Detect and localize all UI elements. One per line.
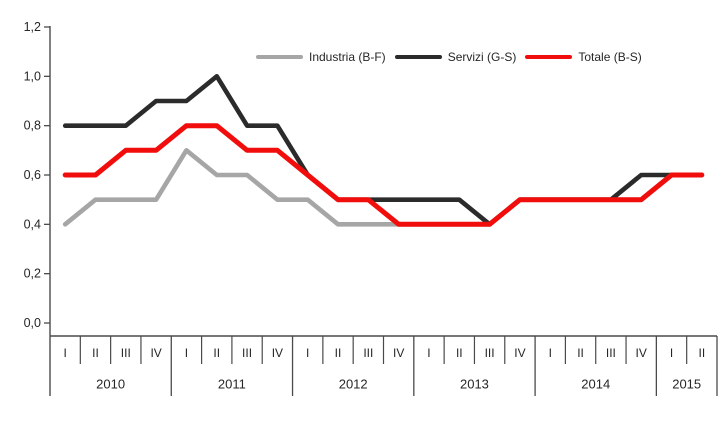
legend-label-industria: Industria (B-F) xyxy=(309,50,386,64)
quarter-label: III xyxy=(121,346,131,360)
legend-label-servizi: Servizi (G-S) xyxy=(447,50,517,64)
y-axis-tick-label: 0,8 xyxy=(24,119,41,133)
quarter-label: I xyxy=(63,346,66,360)
quarter-label: II xyxy=(335,346,342,360)
year-label: 2012 xyxy=(339,377,368,392)
legend-swatch-servizi-icon xyxy=(394,54,442,60)
y-axis-tick-label: 1,0 xyxy=(24,69,41,83)
legend-swatch-totale-icon xyxy=(525,54,573,60)
year-label: 2010 xyxy=(96,377,125,392)
legend-item-servizi: Servizi (G-S) xyxy=(394,50,517,64)
quarter-label: IV xyxy=(636,346,647,360)
legend-item-industria: Industria (B-F) xyxy=(256,50,386,64)
quarter-label: II xyxy=(699,346,706,360)
quarter-label: III xyxy=(242,346,252,360)
y-axis-tick-label: 0,6 xyxy=(24,168,41,182)
quarter-label: II xyxy=(456,346,463,360)
quarter-label: III xyxy=(363,346,373,360)
quarter-label: III xyxy=(485,346,495,360)
series-line-totale-b-s xyxy=(62,123,705,227)
legend-item-totale: Totale (B-S) xyxy=(525,50,642,64)
quarter-label: II xyxy=(213,346,220,360)
year-label: 2013 xyxy=(460,377,489,392)
year-label: 2015 xyxy=(672,377,701,392)
quarter-label: I xyxy=(427,346,430,360)
quarter-label: IV xyxy=(393,346,404,360)
quarter-label: I xyxy=(670,346,673,360)
legend-swatch-industria-icon xyxy=(256,54,303,60)
quarter-label: I xyxy=(185,346,188,360)
quarter-label: I xyxy=(549,346,552,360)
quarter-label: II xyxy=(92,346,99,360)
y-axis-tick-label: 0,4 xyxy=(24,217,41,231)
quarter-label: IV xyxy=(514,346,525,360)
quarter-label: IV xyxy=(272,346,283,360)
year-label: 2014 xyxy=(581,377,610,392)
legend: Industria (B-F) Servizi (G-S) Totale (B-… xyxy=(256,50,642,64)
y-axis-tick-label: 0,0 xyxy=(24,316,41,330)
y-axis-tick-label: 0,2 xyxy=(24,267,41,281)
quarter-label: II xyxy=(577,346,584,360)
quarter-label: I xyxy=(306,346,309,360)
quarter-label: III xyxy=(606,346,616,360)
quarter-label: IV xyxy=(150,346,161,360)
y-axis-tick-label: 1,2 xyxy=(24,20,41,34)
legend-label-totale: Totale (B-S) xyxy=(578,50,642,64)
year-label: 2011 xyxy=(218,377,246,392)
